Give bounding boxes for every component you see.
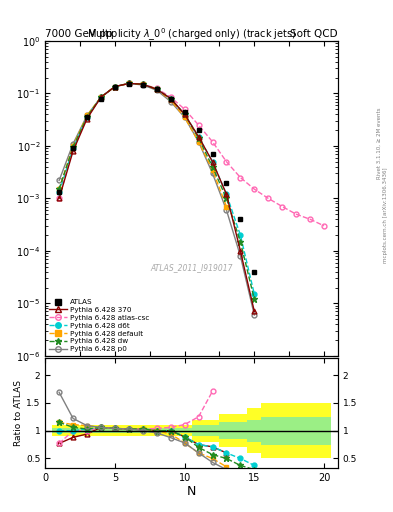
X-axis label: N: N — [187, 485, 196, 498]
Y-axis label: Ratio to ATLAS: Ratio to ATLAS — [14, 380, 23, 446]
Text: Soft QCD: Soft QCD — [290, 29, 338, 39]
Text: mcplots.cern.ch [arXiv:1306.3436]: mcplots.cern.ch [arXiv:1306.3436] — [384, 167, 388, 263]
Text: ATLAS_2011_I919017: ATLAS_2011_I919017 — [151, 263, 233, 272]
Legend: ATLAS, Pythia 6.428 370, Pythia 6.428 atlas-csc, Pythia 6.428 d6t, Pythia 6.428 : ATLAS, Pythia 6.428 370, Pythia 6.428 at… — [48, 297, 151, 354]
Text: Rivet 3.1.10, ≥ 2M events: Rivet 3.1.10, ≥ 2M events — [377, 108, 382, 179]
Text: 7000 GeV pp: 7000 GeV pp — [45, 29, 113, 39]
Title: Multiplicity $\lambda\_0^0$ (charged only) (track jets): Multiplicity $\lambda\_0^0$ (charged onl… — [87, 27, 296, 43]
